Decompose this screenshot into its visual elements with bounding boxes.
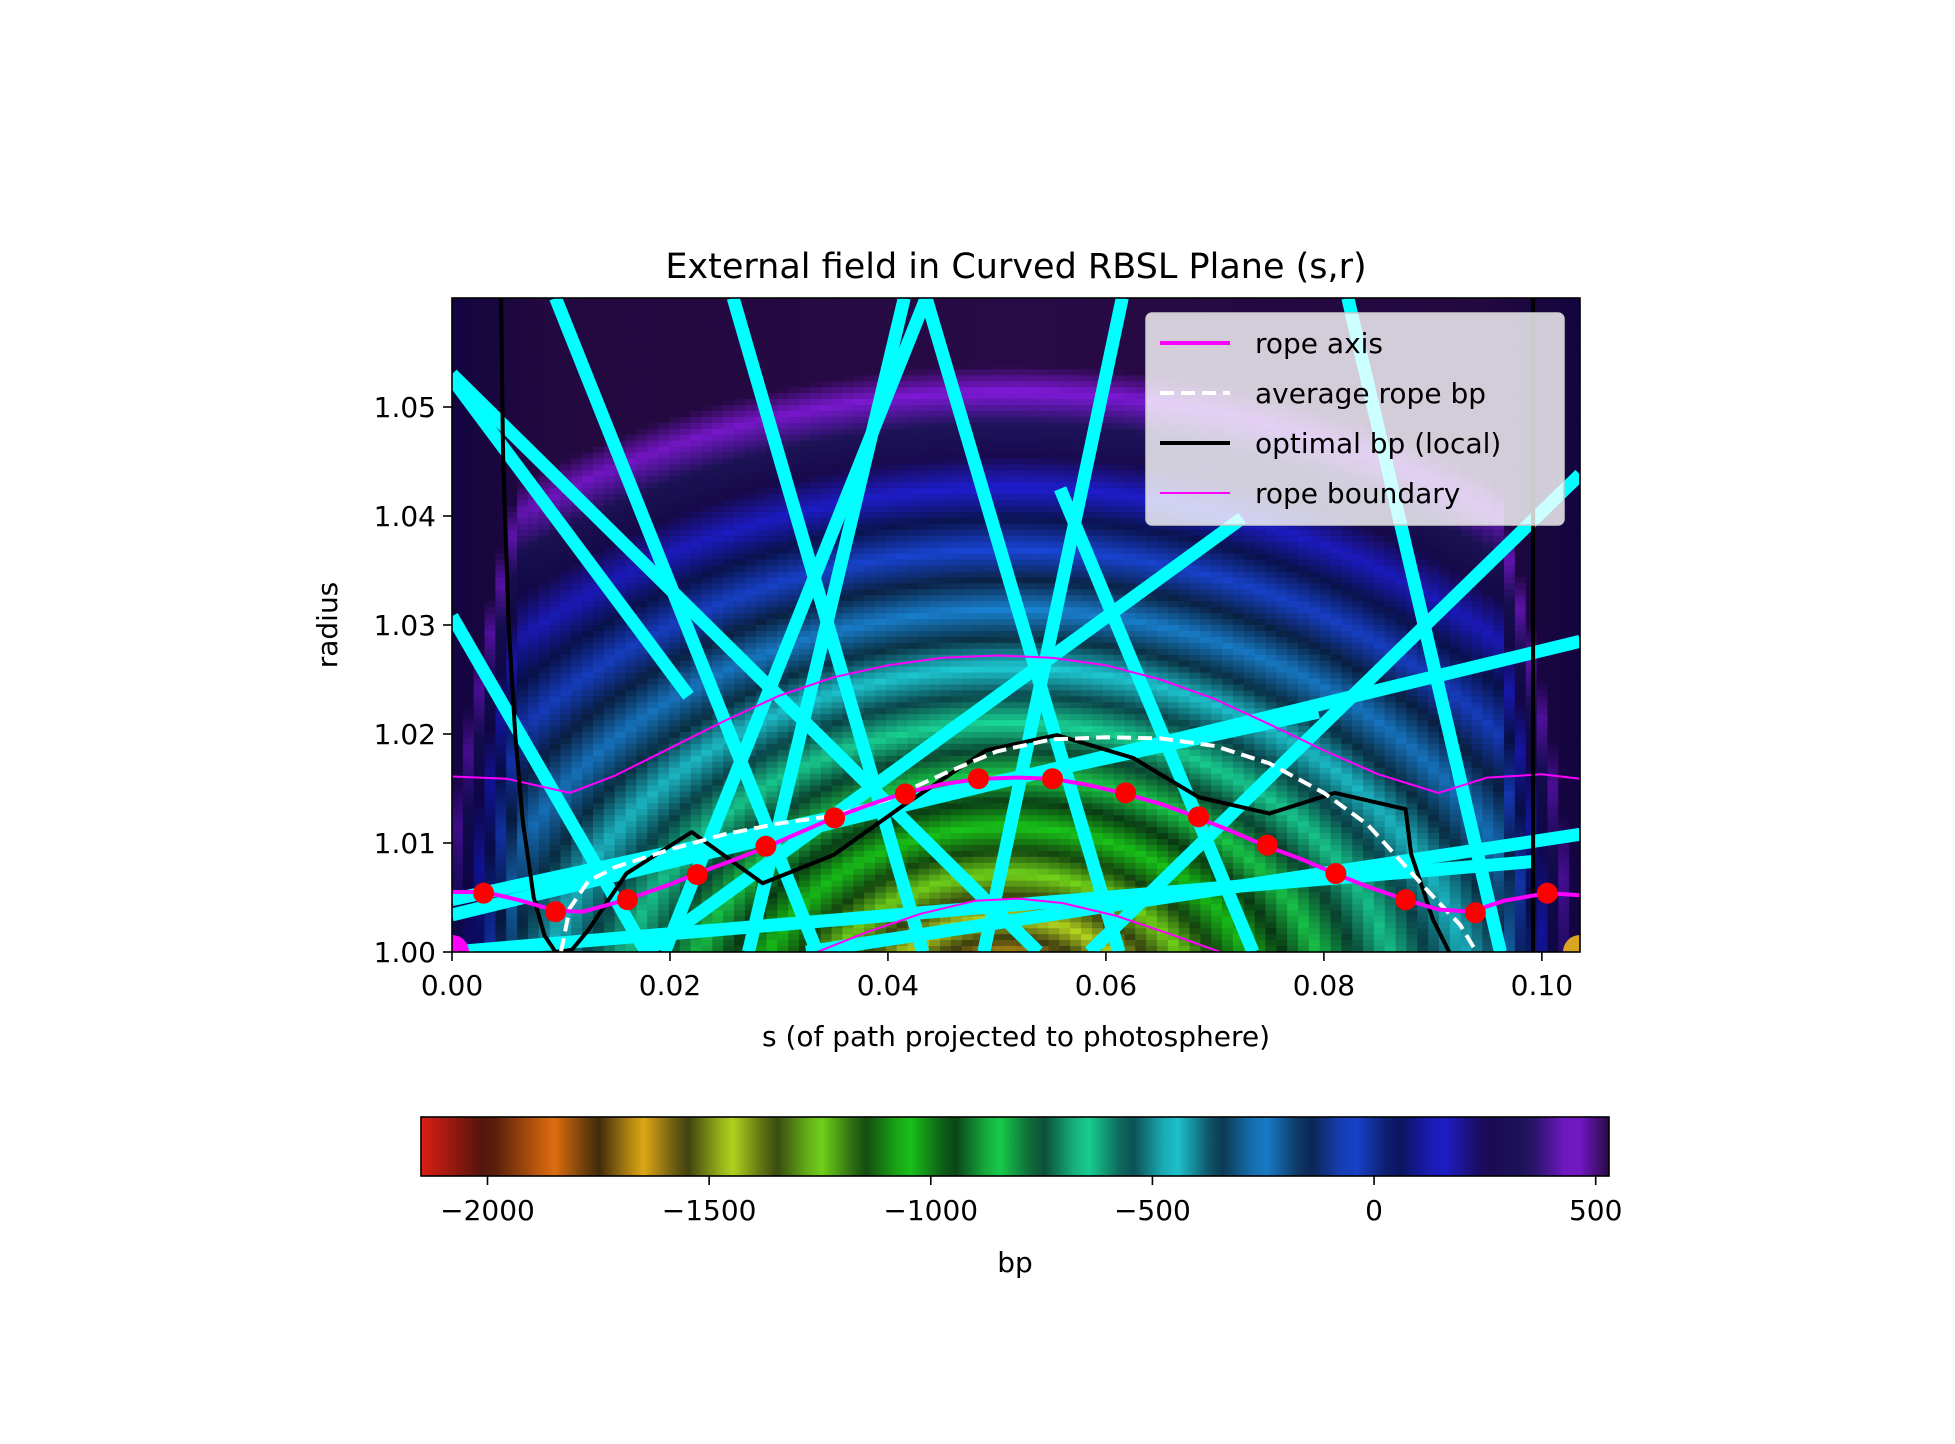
- chart-title: External field in Curved RBSL Plane (s,r…: [665, 247, 1366, 287]
